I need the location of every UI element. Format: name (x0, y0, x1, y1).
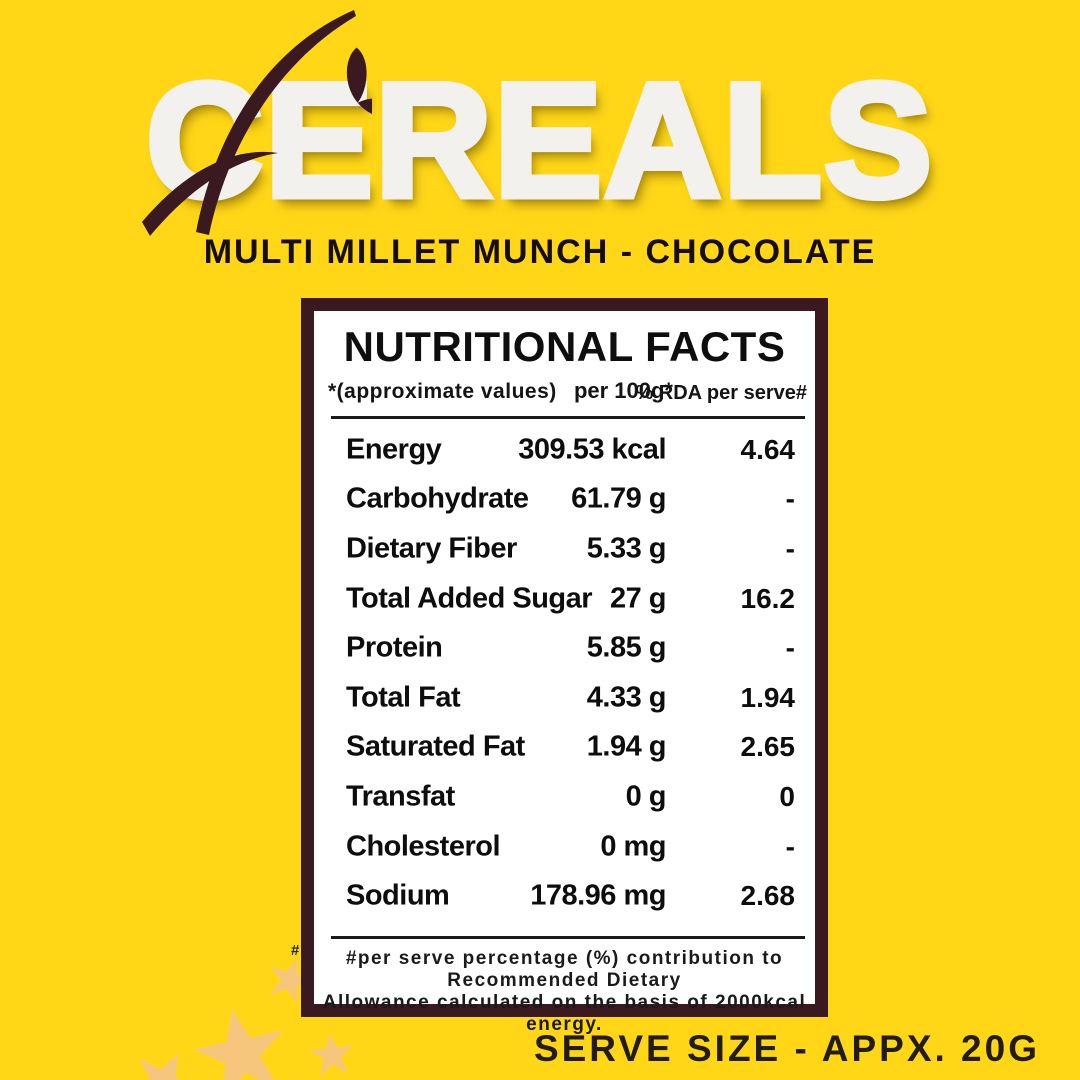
header-divider (331, 416, 805, 419)
nutrition-row-label: Sodium (346, 879, 450, 912)
nutrition-row-value: 5.85 g (586, 631, 667, 664)
footnote-line-2: Allowance calculated on the basis of 200… (322, 991, 807, 1035)
nutrition-row-rda: 2.68 (740, 880, 796, 912)
nutrition-row-rda: 4.64 (740, 433, 796, 465)
nutrition-row: Saturated Fat 1.94 g 2.65 (314, 723, 815, 773)
nutrition-rows: Energy 309.53 kcal 4.64 Carbohydrate 61.79 g… (314, 425, 815, 921)
nutrition-row: Cholesterol 0 mg - (314, 822, 815, 872)
serve-size-label: SERVE SIZE - APPX. 20G (533, 1028, 1040, 1069)
star-decoration-corner (121, 1039, 207, 1080)
footnote-line-1: #per serve percentage (%) contribution t… (345, 947, 784, 991)
star-decoration-large (187, 999, 295, 1080)
nutrition-row-rda: 2.65 (740, 731, 796, 763)
star-decoration-small (308, 1031, 356, 1077)
nutrition-row-label: Energy (346, 433, 442, 466)
nutrition-row-value: 1.94 g (586, 730, 667, 763)
nutrition-row-rda: 16.2 (740, 582, 796, 614)
nutrition-row-rda: - (785, 632, 795, 664)
nutrition-row-value: 178.96 mg (530, 879, 666, 912)
nutrition-row-label: Cholesterol (346, 830, 501, 863)
nutrition-row: Transfat 0 g 0 (314, 772, 815, 822)
nutrition-row-label: Dietary Fiber (346, 532, 517, 565)
stray-hash-mark: # (291, 942, 300, 959)
nutrition-row-value: 5.33 g (586, 532, 667, 565)
nutrition-row: Protein 5.85 g - (314, 623, 815, 673)
nutrition-row-rda: - (785, 483, 795, 515)
nutrition-row-value: 61.79 g (571, 482, 666, 515)
nutrition-row-rda: 1.94 (740, 681, 796, 713)
column-rda-per-serve: % RDA per serve# (635, 382, 807, 404)
panel-title: NUTRITIONAL FACTS (343, 323, 786, 370)
footnote: #per serve percentage (%) contribution t… (314, 948, 815, 1036)
product-subtitle: MULTI MILLET MUNCH - CHOCOLATE (203, 233, 877, 271)
footnote-divider (331, 935, 805, 939)
wheat-stalk-icon (142, 10, 372, 236)
nutrition-row-label: Transfat (346, 780, 455, 813)
nutrition-row-rda: 0 (779, 780, 795, 812)
nutrition-row: Carbohydrate 61.79 g - (314, 475, 815, 525)
nutrition-row-label: Carbohydrate (346, 482, 529, 515)
nutrition-facts-panel: NUTRITIONAL FACTS *(approximate values) … (301, 298, 828, 1035)
nutrition-row-label: Total Fat (346, 681, 461, 714)
nutrition-row-rda: - (785, 532, 795, 564)
nutrition-row-label: Total Added Sugar (346, 582, 593, 615)
column-header-row: *(approximate values) per 100g* % RDA pe… (314, 378, 815, 408)
nutrition-row: Energy 309.53 kcal 4.64 (314, 425, 815, 475)
nutrition-row-rda: - (785, 830, 795, 862)
nutrition-row-value: 0 mg (600, 830, 666, 863)
nutrition-row-value: 0 g (625, 780, 667, 813)
nutrition-row-value: 4.33 g (586, 681, 667, 714)
nutrition-row: Dietary Fiber 5.33 g - (314, 524, 815, 574)
nutrition-row: Sodium 178.96 mg 2.68 (314, 871, 815, 921)
column-per-100g: per 100g* (573, 378, 673, 403)
nutrition-row-label: Protein (346, 631, 443, 664)
nutrition-row-value: 27 g (609, 582, 667, 615)
nutrition-row-value: 309.53 kcal (518, 433, 666, 466)
nutrition-row: Total Fat 4.33 g 1.94 (314, 673, 815, 723)
nutrition-row: Total Added Sugar 27 g 16.2 (314, 574, 815, 624)
nutrition-row-label: Saturated Fat (346, 730, 525, 763)
column-approximate-values: *(approximate values) (328, 380, 557, 403)
